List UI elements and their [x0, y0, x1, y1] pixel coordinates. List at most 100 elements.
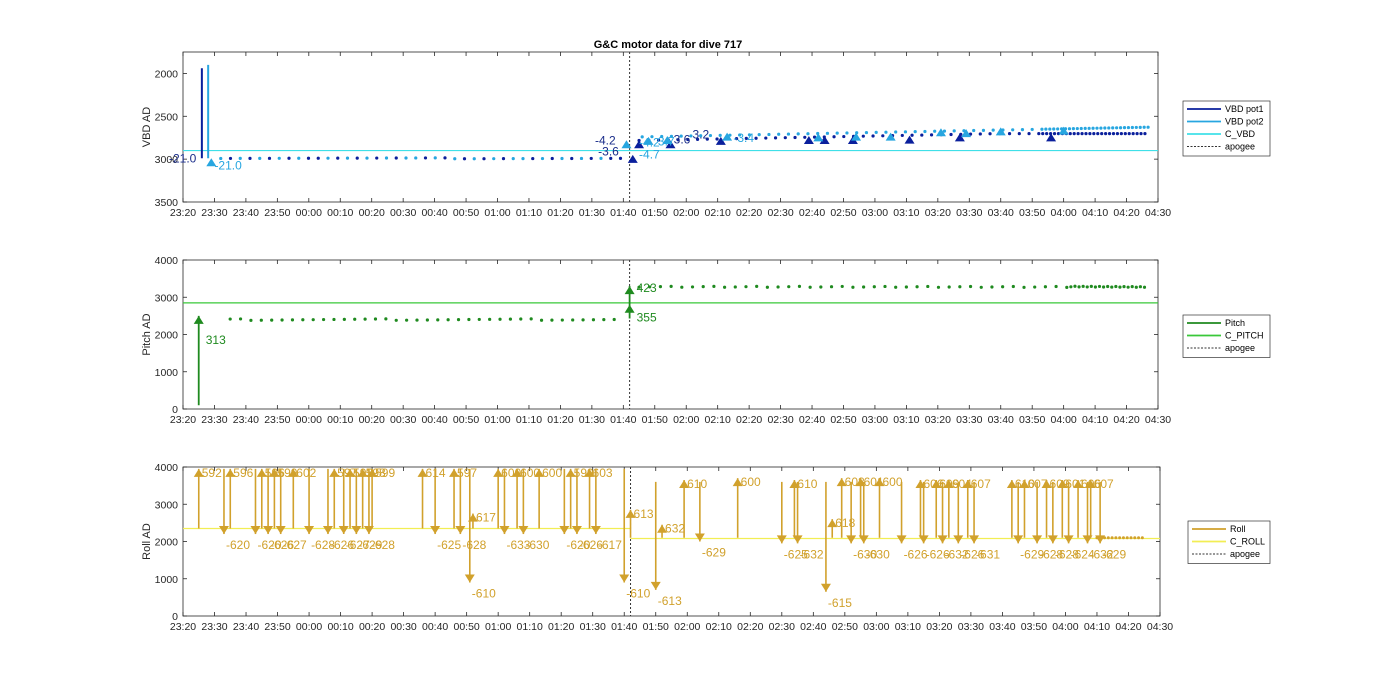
vbd-dot [1135, 132, 1139, 136]
roll-annotation: -624 [1071, 547, 1095, 561]
vbd-dot [238, 156, 242, 161]
vbd-dot [903, 130, 908, 134]
vbd-dot [1126, 125, 1131, 130]
pitch-dot [776, 285, 780, 289]
roll-arrow-up [1019, 480, 1030, 489]
pitch-dot [529, 317, 533, 321]
roll-arrow-up [943, 480, 954, 489]
roll-annotation: -625 [437, 538, 461, 552]
vbd-dot [287, 156, 291, 160]
x-tick-label: 03:40 [988, 414, 1014, 426]
vbd-dot [1030, 127, 1034, 132]
pitch-dot [1114, 284, 1118, 289]
vbd-dot [679, 134, 683, 138]
roll-annotation: -627 [283, 538, 307, 552]
vbd-annotation: -4.7 [639, 147, 660, 161]
roll-arrow-down [518, 526, 529, 535]
vbd-dot [972, 128, 976, 133]
vbd-pot1-arrow [715, 136, 726, 145]
vbd-dot [550, 156, 554, 161]
vbd-dot [1056, 127, 1060, 131]
pitch-dot [722, 285, 727, 289]
roll-arrow-up [193, 468, 204, 477]
vbd-dot [656, 138, 661, 142]
vbd-pot2-arrow [621, 140, 632, 149]
roll-annotation: -631 [976, 547, 1000, 561]
roll-arrow-down [571, 526, 582, 535]
pitch-dot [539, 318, 544, 322]
vbd-dot [1083, 126, 1087, 131]
x-tick-label: 02:20 [736, 414, 762, 426]
vbd-dot [640, 135, 644, 139]
vbd-dot [812, 135, 817, 139]
vbd-dot [894, 130, 898, 134]
roll-arrow-up [679, 480, 690, 489]
vbd-dot [686, 137, 690, 142]
x-tick-label: 00:10 [327, 414, 353, 426]
x-tick-label: 23:20 [170, 207, 196, 219]
pitch-dot [894, 285, 898, 289]
vbd-dot [609, 156, 613, 160]
vbd-dot [1095, 126, 1099, 130]
vbd-dot [1079, 126, 1083, 131]
vbd-dot [695, 137, 700, 141]
pitch-dot [1126, 285, 1130, 289]
vbd-dot [1107, 132, 1112, 136]
x-tick-label: 00:30 [390, 621, 416, 633]
roll-arrow-up [329, 468, 340, 477]
pitch-dot [436, 318, 440, 322]
vbd-pot1-arrow [904, 135, 915, 144]
vbd-dot [1091, 126, 1095, 130]
pitch-annotation: 313 [206, 333, 226, 347]
roll-annotation: 610 [687, 477, 707, 491]
pitch-dot [238, 317, 243, 321]
x-tick-label: 00:30 [390, 207, 416, 219]
roll-dot [1106, 536, 1110, 540]
x-tick-label: 02:20 [737, 621, 763, 633]
vbd-dot [599, 156, 603, 160]
x-tick-label: 00:50 [453, 414, 479, 426]
x-tick-label: 02:00 [673, 414, 699, 426]
vbd-pot2-arrow [722, 132, 733, 141]
roll-arrow-down [896, 535, 907, 544]
vbd-dot [650, 135, 654, 139]
vbd-dot [764, 136, 768, 140]
vbd-dot [767, 132, 771, 137]
pitch-dot [1069, 285, 1073, 289]
vbd-dot [267, 156, 272, 160]
roll-annotation: -628 [462, 538, 486, 552]
vbd-dot [689, 134, 693, 138]
roll-annotation: -627 [346, 538, 370, 552]
vbd-dot [757, 133, 761, 137]
roll-arrow-down [338, 526, 349, 535]
pitch-dot [1130, 285, 1134, 289]
vbd-dot [734, 136, 739, 141]
roll-arrow-down [430, 526, 441, 535]
x-tick-label: 01:00 [484, 207, 510, 219]
roll-arrow-up [345, 468, 356, 477]
x-tick-label: 04:20 [1113, 414, 1139, 426]
pitch-dot [1122, 284, 1126, 289]
roll-annotation: 602 [296, 466, 316, 480]
roll-annotation: -628 [1039, 547, 1063, 561]
vbd-dot [589, 156, 593, 161]
pitch-dot [301, 318, 305, 322]
pitch-dot [321, 317, 326, 322]
roll-annotation: -629 [358, 538, 382, 552]
roll-arrow-up [625, 509, 636, 518]
pitch-arrow [624, 304, 635, 313]
vbd-dot [1111, 126, 1115, 130]
roll-arrow-down [1082, 535, 1093, 544]
roll-arrow-up [732, 478, 743, 487]
x-tick-label: 01:40 [610, 207, 636, 219]
vbd-dot [988, 132, 992, 136]
pitch-dot [947, 285, 951, 289]
vbd-dot [414, 156, 418, 160]
roll-annotation: -626 [270, 538, 294, 552]
roll-annotation: -615 [828, 596, 852, 610]
vbd-dot [1067, 127, 1072, 131]
pitch-dot [1077, 285, 1081, 289]
pitch-dot [290, 318, 295, 322]
vbd-dot [900, 133, 904, 138]
pitch-dot [701, 285, 705, 289]
